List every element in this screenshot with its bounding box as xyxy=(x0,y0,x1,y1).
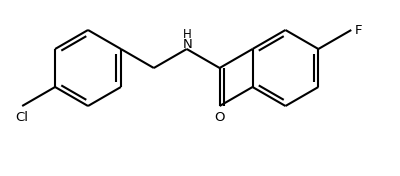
Text: H: H xyxy=(183,28,192,41)
Text: N: N xyxy=(183,38,193,51)
Text: F: F xyxy=(354,24,362,36)
Text: O: O xyxy=(214,111,225,124)
Text: Cl: Cl xyxy=(16,111,29,124)
